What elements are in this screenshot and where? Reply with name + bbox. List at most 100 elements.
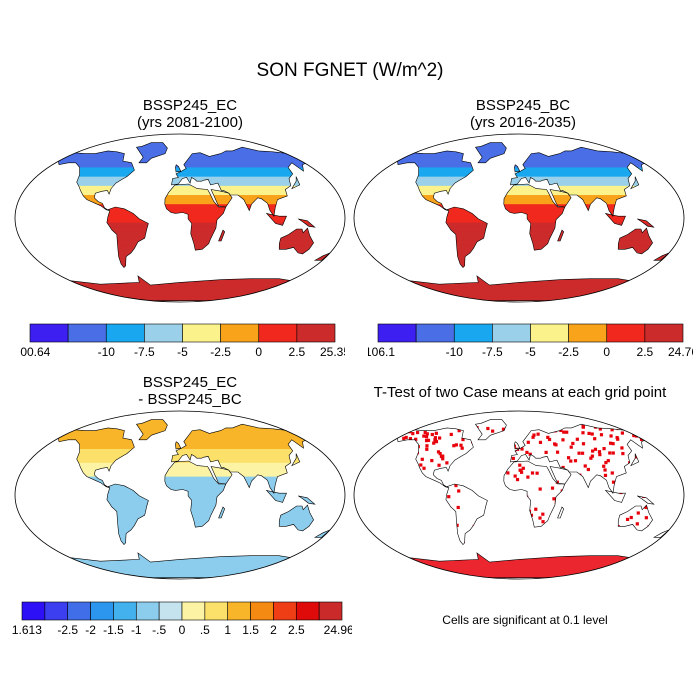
- significant-cell: [400, 455, 404, 459]
- significant-cell: [477, 432, 481, 437]
- significant-cell: [445, 461, 449, 465]
- coastline-japan: [291, 176, 301, 190]
- significant-cell: [668, 493, 670, 497]
- colorbar-cell: [568, 323, 608, 343]
- significant-cell: [505, 538, 509, 542]
- significant-cell: [593, 437, 597, 441]
- significant-cell: [518, 463, 522, 467]
- lat-band: [52, 268, 331, 274]
- significant-cell: [634, 455, 638, 459]
- colorbar-cell: [181, 601, 206, 621]
- significant-cell: [590, 495, 594, 499]
- colorbar-cell: [21, 601, 46, 621]
- lat-band: [52, 144, 331, 150]
- coastline-africa: [503, 183, 566, 251]
- coastline-south-america: [106, 483, 149, 546]
- significant-cell: [608, 532, 613, 537]
- colorbar-tick-label: -5: [525, 345, 536, 359]
- significant-cell: [436, 450, 441, 454]
- significant-cell: [399, 541, 403, 545]
- significant-cell: [391, 523, 394, 527]
- lat-band: [391, 282, 670, 288]
- significant-cell: [434, 431, 438, 435]
- significant-cell: [478, 484, 482, 488]
- significant-cell: [359, 485, 362, 488]
- significant-cell: [503, 500, 507, 504]
- significant-cell: [426, 539, 430, 543]
- lat-band: [52, 282, 331, 288]
- significant-cell: [498, 475, 502, 479]
- significant-cell: [597, 450, 602, 454]
- lat-band: [391, 153, 670, 159]
- significant-cell: [367, 481, 370, 484]
- significant-cell: [468, 428, 472, 432]
- significant-cell: [524, 502, 529, 507]
- significant-cell: [357, 496, 360, 499]
- colorbar-cell: [29, 323, 69, 343]
- significant-cell: [544, 450, 548, 455]
- significant-cell: [408, 424, 412, 428]
- significant-cell: [365, 492, 368, 495]
- significant-cell: [433, 436, 438, 440]
- significant-cell: [593, 530, 597, 534]
- significant-cell: [367, 506, 370, 509]
- lat-band: [52, 153, 331, 159]
- coastline-madagascar: [557, 506, 565, 519]
- significant-cell: [602, 464, 606, 468]
- significant-cell: [419, 497, 423, 501]
- significant-cell: [409, 529, 413, 533]
- significant-cell: [664, 471, 668, 475]
- lat-band: [52, 222, 331, 228]
- significant-cell: [491, 429, 495, 433]
- lat-band: [52, 504, 331, 510]
- significant-cell: [410, 494, 414, 498]
- lat-band: [52, 254, 331, 260]
- coastline-north-america: [397, 150, 474, 211]
- significant-cell: [610, 428, 614, 432]
- significant-cell: [583, 464, 587, 468]
- colorbar-tick-label: -2.5: [210, 345, 231, 359]
- significant-cell: [581, 442, 586, 446]
- significant-cell: [604, 460, 608, 465]
- significant-cell: [431, 496, 435, 500]
- significant-cell: [629, 515, 633, 520]
- significant-cell: [591, 507, 596, 511]
- coastline-africa: [164, 460, 227, 528]
- coastline-uk: [514, 441, 521, 450]
- colorbar-tick-label: 2.5: [289, 345, 306, 359]
- significant-cell: [446, 504, 450, 508]
- significant-cell: [447, 495, 451, 499]
- coastline-arabia: [210, 466, 233, 485]
- significant-cell: [438, 436, 442, 440]
- lat-band: [52, 190, 331, 196]
- lat-band: [391, 291, 670, 297]
- significant-cell: [590, 454, 594, 458]
- significant-cell: [562, 430, 566, 434]
- significant-cell: [375, 513, 378, 516]
- colorbar-cell: [295, 601, 320, 621]
- significant-cell: [398, 450, 402, 455]
- significant-cell: [524, 423, 529, 427]
- significant-cell: [409, 450, 413, 454]
- significant-cell: [371, 527, 374, 530]
- significant-cell: [639, 437, 644, 441]
- lat-band: [52, 167, 331, 173]
- lat-band: [391, 286, 670, 293]
- significant-cell: [459, 443, 463, 447]
- map-border: [353, 410, 685, 580]
- colorbar-tick-label: .5: [200, 623, 210, 637]
- significant-cell: [575, 510, 580, 514]
- colorbar-tick-label: -11.613: [12, 623, 42, 637]
- significant-cell: [434, 440, 439, 444]
- colorbar-tick-label: 2.5: [288, 623, 305, 637]
- significant-cell: [544, 541, 548, 545]
- significant-cell: [526, 475, 530, 479]
- significant-cell: [457, 429, 461, 433]
- coastline-new-zealand: [652, 529, 670, 538]
- significant-cell: [391, 474, 394, 478]
- significant-cell: [379, 451, 382, 454]
- significant-cell: [606, 459, 610, 463]
- colorbar-tick-label: -1: [131, 623, 142, 637]
- colorbar-cell: [644, 323, 684, 343]
- significant-cell: [620, 446, 624, 450]
